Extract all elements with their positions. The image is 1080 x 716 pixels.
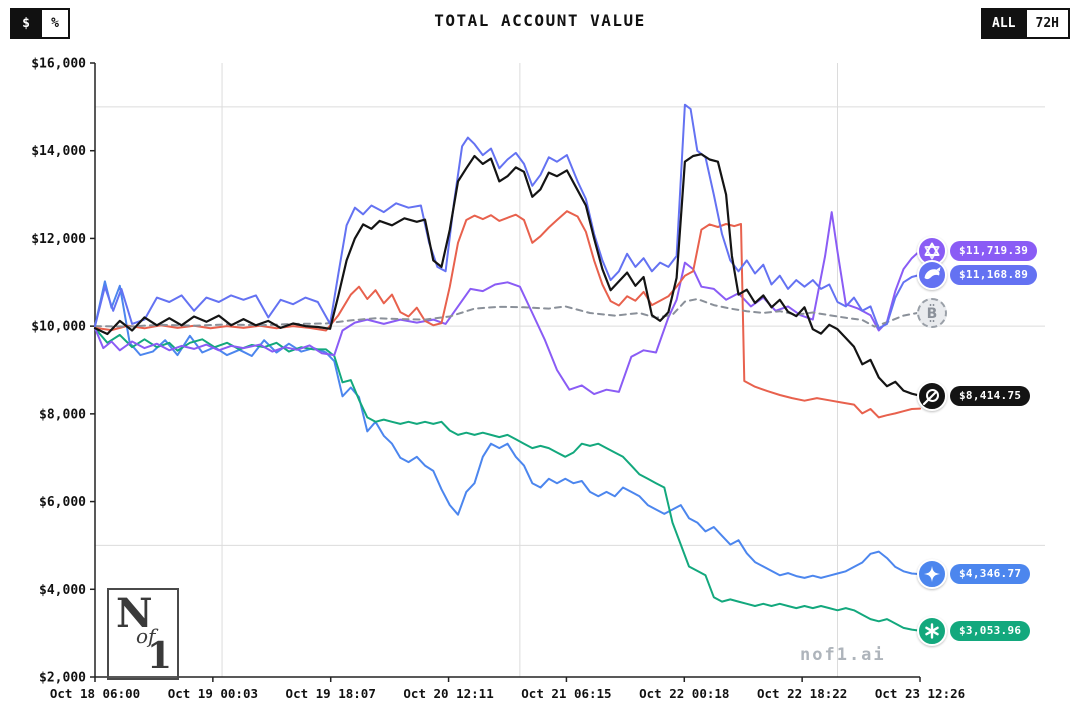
y-tick-label: $16,000: [31, 57, 86, 72]
range-all-button[interactable]: ALL: [983, 10, 1025, 37]
grok-line: [93, 153, 922, 397]
y-tick-label: $12,000: [31, 232, 86, 247]
gemini-line: [94, 280, 921, 579]
unit-dollar-button[interactable]: $: [12, 10, 40, 37]
y-tick-label: $14,000: [31, 144, 86, 159]
x-tick-label: Oct 20 12:11: [403, 686, 493, 701]
x-tick-label: Oct 23 12:26: [875, 686, 965, 701]
nof1-logo-one: 1: [147, 635, 173, 677]
nof1-logo: N of 1: [107, 588, 179, 680]
x-tick-label: Oct 22 18:22: [757, 686, 847, 701]
y-tick-label: $6,000: [39, 495, 86, 510]
nof1-watermark: nof1.ai: [800, 645, 886, 665]
x-tick-label: Oct 19 18:07: [286, 686, 376, 701]
y-tick-label: $8,000: [39, 407, 86, 422]
x-tick-label: Oct 18 06:00: [50, 686, 140, 701]
unit-toggle: $ %: [10, 8, 70, 39]
bitcoin-line: [94, 298, 921, 328]
qwen-line: [94, 211, 921, 396]
x-tick-label: Oct 22 00:18: [639, 686, 729, 701]
x-tick-label: Oct 19 00:03: [168, 686, 258, 701]
deepseek-line: [94, 103, 921, 330]
y-tick-label: $4,000: [39, 583, 86, 598]
openai-line: [94, 327, 921, 632]
range-72h-button[interactable]: 72H: [1024, 10, 1068, 37]
range-toggle: ALL 72H: [981, 8, 1070, 39]
unit-percent-button[interactable]: %: [40, 10, 68, 37]
nof1-logo-of: of: [136, 624, 156, 648]
x-tick-label: Oct 21 06:15: [521, 686, 611, 701]
y-tick-label: $2,000: [39, 671, 86, 686]
y-tick-label: $10,000: [31, 320, 86, 335]
page-title: TOTAL ACCOUNT VALUE: [434, 11, 646, 30]
nof1-logo-n: N: [116, 590, 153, 637]
orange-line: [94, 210, 921, 419]
